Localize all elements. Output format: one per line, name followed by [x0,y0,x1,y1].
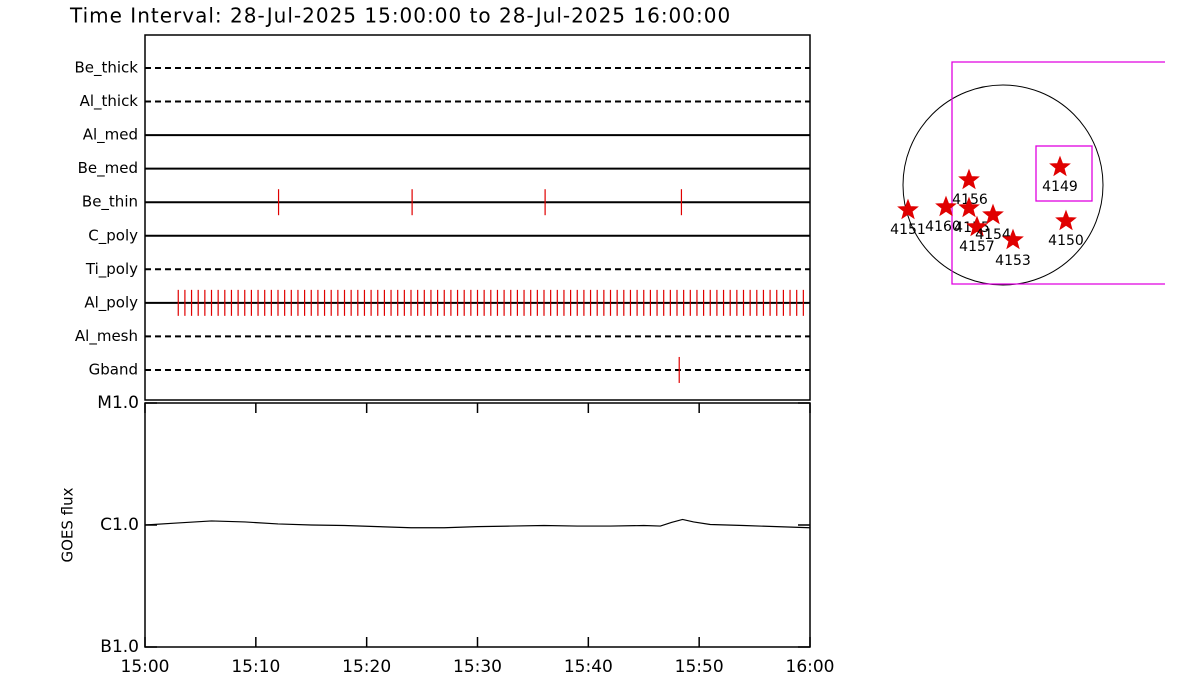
region-label: 4153 [995,253,1031,269]
y-tick-label: M1.0 [97,393,139,413]
region-label: 4160 [925,219,961,235]
row-label: Al_poly [84,293,138,312]
row-label: Be_thin [82,193,138,212]
region-star [966,215,988,237]
goes-curve [144,518,811,529]
title: Time Interval: 28-Jul-2025 15:00:00 to 2… [69,4,731,28]
row-label: Al_mesh [75,327,138,346]
x-tick-label: 15:00 [121,657,170,677]
y-tick-label: B1.0 [100,637,139,657]
x-tick-label: 15:50 [675,657,724,677]
region-label: 4157 [959,239,995,255]
row-label: C_poly [88,226,138,245]
solar-disk [902,84,1104,286]
panel-frame [144,34,811,401]
row-label: Al_med [83,126,138,145]
target-box [1035,145,1093,202]
region-star [982,203,1004,225]
region-star [1055,209,1077,231]
x-tick-label: 16:00 [786,657,835,677]
region-label: 4154 [975,227,1011,243]
row-label: Be_thick [74,59,138,78]
region-label: 4150 [1048,233,1084,249]
region-star [935,195,957,217]
region-star [1002,228,1024,250]
region-label: 4149 [1042,179,1078,195]
region-star [897,198,919,220]
field-of-view [951,61,1165,285]
row-label: Be_med [78,159,138,178]
row-label: Al_thick [80,92,139,111]
y-axis-label: GOES flux [59,487,77,562]
region-star [958,168,980,190]
x-tick-label: 15:30 [453,657,502,677]
row-label: Ti_poly [85,260,138,279]
x-tick-label: 15:10 [231,657,280,677]
region-star [1049,155,1071,177]
x-tick-label: 15:20 [342,657,391,677]
region-label: 4151 [890,222,926,238]
y-tick-label: C1.0 [100,515,139,535]
region-star [958,196,980,218]
row-label: Gband [89,360,138,378]
x-tick-label: 15:40 [564,657,613,677]
